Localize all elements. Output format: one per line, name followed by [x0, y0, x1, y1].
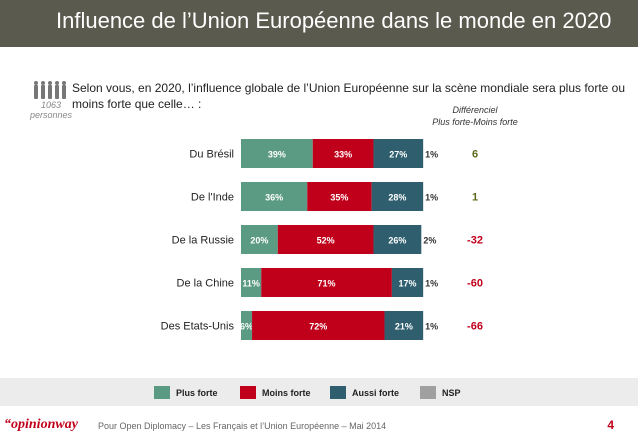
brand-quote: “: [4, 417, 11, 432]
bar-label: 17%: [399, 279, 417, 289]
bar-segment: [241, 182, 308, 211]
bar-label: 26%: [388, 236, 406, 246]
differential-header: Différenciel Plus forte-Moins forte: [430, 104, 520, 128]
bar-label: 20%: [250, 236, 268, 246]
legend-swatch-nsp: [420, 386, 436, 399]
bar-label: 11%: [242, 279, 260, 289]
question-text: Selon vous, en 2020, l’influence globale…: [72, 81, 626, 111]
bar-segment: [252, 311, 385, 340]
bar-segment: [384, 311, 424, 340]
legend-label-nsp: NSP: [442, 388, 461, 398]
differential-value: -32: [467, 235, 483, 247]
brand-way: way: [55, 417, 78, 432]
differential-value: -66: [467, 321, 483, 333]
brand-logo: “opinionway: [4, 417, 78, 433]
page-number: 4: [607, 418, 614, 432]
page-title: Influence de l’Union Européenne dans le …: [56, 8, 612, 33]
bar-label: 39%: [268, 150, 286, 160]
legend-label-moins-forte: Moins forte: [262, 388, 311, 398]
bar-label: 72%: [309, 322, 327, 332]
category-label: Des Etats-Unis: [161, 321, 235, 333]
legend: Plus forte Moins forte Aussi forte NSP: [0, 378, 638, 406]
stacked-bar-chart: Du Brésil 39% 33% 27% 1% 6 De l'Inde 36% 35% 28% 1…: [161, 139, 483, 340]
nsp-label: 1%: [425, 193, 438, 203]
differential-value: 6: [472, 149, 478, 161]
category-label: De la Chine: [177, 278, 234, 290]
title-bar: Influence de l’Union Européenne dans le …: [0, 0, 638, 47]
legend-swatch-plus-forte: [154, 386, 170, 399]
differential-header-line1: Différenciel: [452, 105, 498, 115]
legend-swatch-moins-forte: [240, 386, 256, 399]
bar-label: 52%: [317, 236, 335, 246]
bar-segment: [371, 182, 424, 211]
nsp-label: 2%: [423, 236, 436, 246]
bar-label: 33%: [334, 150, 352, 160]
differential-header-line2: Plus forte-Moins forte: [432, 117, 518, 127]
nsp-label: 1%: [425, 322, 438, 332]
nsp-label: 1%: [425, 279, 438, 289]
bar-label: 36%: [265, 193, 283, 203]
title-background: [47, 0, 638, 47]
bar-segment: [312, 139, 374, 168]
bar-segment: [373, 139, 424, 168]
nsp-label: 1%: [425, 150, 438, 160]
category-label: De la Russie: [172, 235, 234, 247]
bar-label: 6%: [240, 322, 253, 332]
bar-segment: [241, 225, 278, 254]
bar-segment: [373, 225, 422, 254]
legend-swatch-aussi-forte: [330, 386, 346, 399]
bar-label: 21%: [395, 322, 413, 332]
differential-value: -60: [467, 278, 483, 290]
sample-count: 1063: [40, 100, 62, 110]
people-icon: [34, 81, 66, 99]
bar-label: 28%: [388, 193, 406, 203]
bar-label: 35%: [330, 193, 348, 203]
bar-segment: [241, 139, 313, 168]
bar-segment: [391, 268, 424, 297]
differential-value: 1: [472, 192, 478, 204]
bar-label: 27%: [389, 150, 407, 160]
title-accent-block: [0, 0, 47, 47]
bar-segment: [241, 311, 253, 340]
bar-segment: [261, 268, 392, 297]
category-label: De l'Inde: [191, 192, 234, 204]
footer-text: Pour Open Diplomacy – Les Français et l’…: [98, 421, 387, 431]
bar-segment: [307, 182, 372, 211]
legend-label-plus-forte: Plus forte: [176, 388, 218, 398]
brand-opinion: opinion: [11, 417, 56, 432]
bar-segment: [277, 225, 374, 254]
legend-label-aussi-forte: Aussi forte: [352, 388, 400, 398]
bar-segment: [241, 268, 262, 297]
category-label: Du Brésil: [189, 149, 234, 161]
sample-unit: personnes: [29, 110, 73, 120]
bar-label: 71%: [318, 279, 336, 289]
